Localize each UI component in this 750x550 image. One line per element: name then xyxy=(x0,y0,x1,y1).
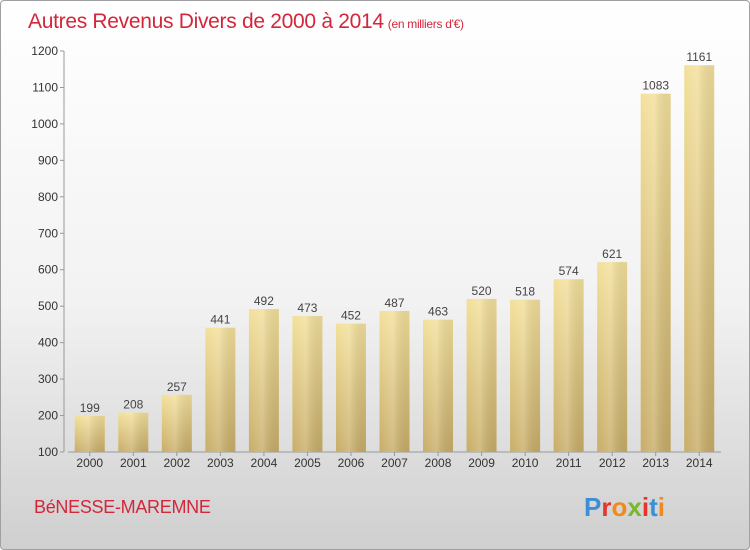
x-tick-label: 2003 xyxy=(207,456,234,470)
bar-shine-2014 xyxy=(684,65,715,452)
bar-shine-2013 xyxy=(640,93,671,452)
y-tick-label: 500 xyxy=(38,299,58,313)
data-labels: 199 208 257 441 492 473 452 487 463 520 518 574 621 1… xyxy=(80,50,713,415)
bar-shine-2003 xyxy=(205,327,236,452)
bar-shine-2001 xyxy=(118,412,149,452)
logo-letter: i xyxy=(642,492,649,522)
svg-text:Proxiti: Proxiti xyxy=(584,492,665,522)
x-tick-label: 2013 xyxy=(642,456,669,470)
data-label-2014: 1161 xyxy=(686,50,712,64)
bar-chart: 100200300400500600700800900100011001200 … xyxy=(31,44,721,470)
logo-letter: P xyxy=(584,492,601,522)
x-tick-label: 2001 xyxy=(120,456,147,470)
bar-shine-2007 xyxy=(379,310,410,452)
x-tick-label: 2008 xyxy=(425,456,452,470)
bar-shine-2002 xyxy=(161,394,192,452)
data-label-2012: 621 xyxy=(602,247,622,261)
bar-shine-2008 xyxy=(423,319,454,452)
x-tick-label: 2010 xyxy=(512,456,539,470)
y-tick-label: 200 xyxy=(38,409,58,423)
data-label-2008: 463 xyxy=(428,305,448,319)
y-tick-label: 800 xyxy=(38,190,58,204)
data-label-2009: 520 xyxy=(472,284,492,298)
y-tick-label: 900 xyxy=(38,153,58,167)
y-tick-label: 600 xyxy=(38,263,58,277)
x-tick-label: 2000 xyxy=(76,456,103,470)
x-tick-label: 2006 xyxy=(338,456,365,470)
data-label-2004: 492 xyxy=(254,294,274,308)
y-tick-label: 700 xyxy=(38,226,58,240)
bar-shine-2004 xyxy=(248,309,279,452)
logo-letter: o xyxy=(611,492,627,522)
bar-shine-2006 xyxy=(335,323,366,452)
x-axis: 2000 2001 2002 2003 2004 2005 2006 2007 2008 2009… xyxy=(68,451,721,470)
x-tick-label: 2004 xyxy=(251,456,278,470)
data-label-2011: 574 xyxy=(559,264,579,278)
bar-shine-2010 xyxy=(510,299,541,452)
data-label-2013: 1083 xyxy=(642,79,669,93)
x-tick-label: 2014 xyxy=(686,456,713,470)
y-axis: 100 200 300 400 500 600 700 800 900 1000 1100 1200 xyxy=(31,44,65,459)
bar-shine-2011 xyxy=(553,279,584,452)
data-label-2002: 257 xyxy=(167,380,187,394)
y-tick-label: 400 xyxy=(38,336,58,350)
bar-shine-2009 xyxy=(466,298,497,452)
data-label-2007: 487 xyxy=(384,296,404,310)
bar-shine-2000 xyxy=(74,415,105,452)
x-tick-label: 2005 xyxy=(294,456,321,470)
x-tick-label: 2012 xyxy=(599,456,626,470)
chart-title-text: Autres Revenus Divers de 2000 à 2014 xyxy=(28,10,384,33)
chart-title: Autres Revenus Divers de 2000 à 2014 (en … xyxy=(28,10,464,34)
x-tick-label: 2007 xyxy=(381,456,408,470)
data-label-2005: 473 xyxy=(297,301,317,315)
y-tick-label: 100 xyxy=(38,445,58,459)
bar-shine-2012 xyxy=(597,262,628,452)
bar-shine-2005 xyxy=(292,316,323,452)
data-label-2006: 452 xyxy=(341,309,361,323)
logo-letter: t xyxy=(649,492,658,522)
y-tick-label: 1000 xyxy=(31,117,58,131)
y-tick-label: 1200 xyxy=(31,44,58,58)
x-tick-label: 2011 xyxy=(556,456,582,470)
data-label-2001: 208 xyxy=(123,398,143,412)
chart-unit: (en milliers d'€) xyxy=(387,17,464,31)
x-tick-label: 2009 xyxy=(468,456,495,470)
logo-letter: x xyxy=(627,492,642,522)
city-name: BéNESSE-MAREMNE xyxy=(34,497,211,517)
data-label-2010: 518 xyxy=(515,285,535,299)
bars xyxy=(74,65,715,452)
y-tick-label: 300 xyxy=(38,372,58,386)
logo-letter: r xyxy=(601,492,611,522)
x-tick-label: 2002 xyxy=(163,456,190,470)
proxiti-logo: Proxiti xyxy=(584,492,665,522)
y-tick-label: 1100 xyxy=(32,80,58,94)
logo-letter: i xyxy=(658,492,665,522)
data-label-2003: 441 xyxy=(210,313,230,327)
data-label-2000: 199 xyxy=(80,401,100,415)
